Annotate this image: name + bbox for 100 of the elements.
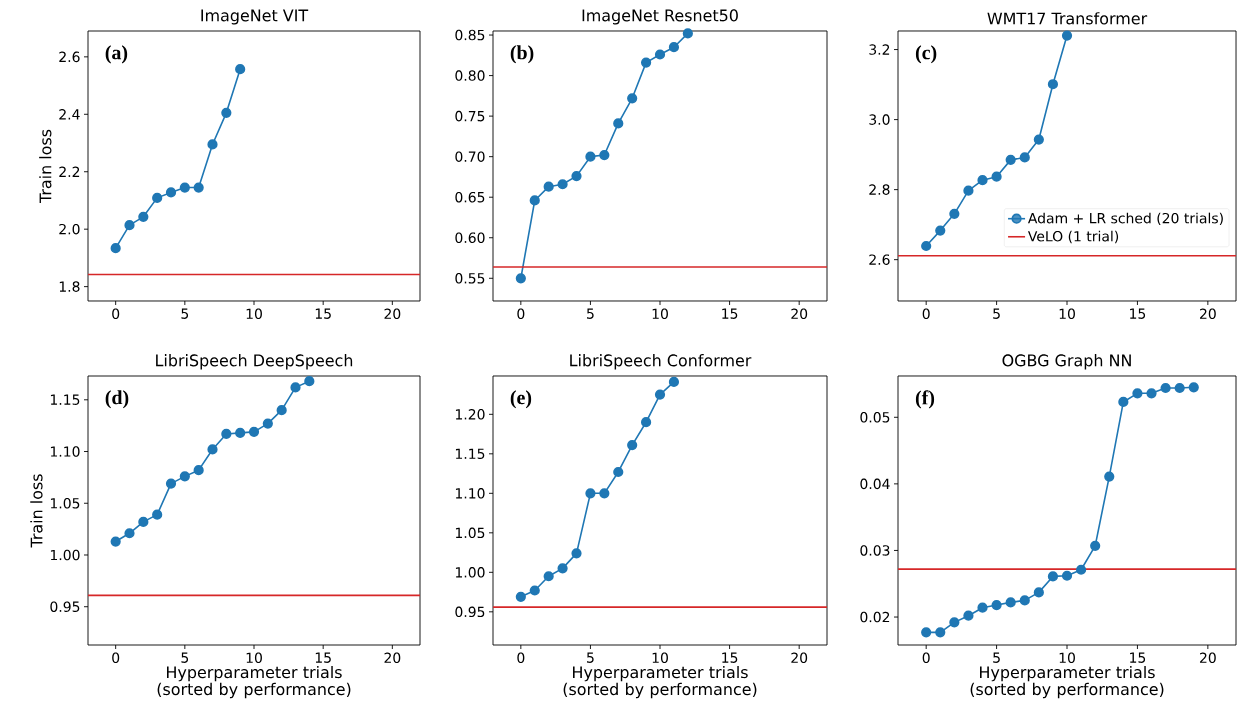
x-tick-label: 20 (1199, 308, 1216, 320)
point (165, 478, 177, 489)
y-tick-label: 0.05 (860, 412, 890, 423)
point (543, 181, 554, 192)
point (668, 376, 680, 388)
point (571, 548, 582, 559)
point (977, 602, 988, 613)
point (193, 465, 204, 476)
point (1188, 382, 1199, 393)
point (1019, 595, 1030, 606)
chart-title: LibriSpeech DeepSpeech (156, 354, 353, 370)
y-tick-label: 0.80 (455, 70, 485, 81)
point (1076, 564, 1087, 575)
point (110, 536, 121, 547)
point (921, 627, 932, 638)
point (304, 376, 315, 387)
point (124, 220, 135, 231)
point (557, 563, 568, 574)
x-tick-label: 20 (384, 652, 401, 664)
point (529, 585, 540, 596)
x-tick-label: 5 (993, 308, 1000, 319)
point (585, 488, 596, 499)
point (627, 93, 638, 104)
y-tick-label: 0.03 (860, 545, 890, 556)
y-tick-label: 1.10 (50, 446, 80, 457)
y-tick-label: 0.02 (860, 611, 890, 623)
y-tick-label: 2.0 (59, 223, 80, 235)
x-tick-label: 20 (791, 308, 808, 320)
point (949, 617, 960, 628)
point (640, 57, 652, 68)
y-tick-label: 0.04 (860, 478, 890, 490)
point (221, 428, 232, 440)
point (949, 208, 960, 219)
x-tick-label: 10 (652, 308, 668, 320)
point (935, 225, 946, 236)
x-tick-label: 0 (112, 652, 120, 664)
x-tick-label: 0 (922, 652, 930, 664)
point (1090, 540, 1101, 551)
y-tick-label: 2.6 (869, 254, 890, 265)
point (235, 64, 246, 75)
x-tick-label: 0 (922, 308, 930, 320)
point (1118, 396, 1129, 408)
annotation: (b) (510, 45, 534, 64)
y-tick-label: 3.0 (869, 114, 890, 125)
y-axis-title: Train loss (39, 129, 52, 204)
chart-title: OGBG Graph NN (1002, 354, 1131, 370)
point (138, 516, 149, 527)
point (668, 42, 680, 53)
y-tick-label: 1.15 (455, 448, 485, 459)
x-tick-label: 15 (1130, 308, 1146, 319)
point (1061, 30, 1073, 41)
point (599, 488, 610, 499)
point (585, 151, 596, 162)
x-tick-label: 5 (587, 308, 594, 319)
y-tick-label: 0.75 (455, 110, 485, 122)
x-tick-label: 15 (1130, 652, 1146, 663)
point (599, 149, 610, 161)
annotation: (d) (105, 390, 129, 409)
y-axis-title: Train loss (30, 474, 43, 548)
point (557, 179, 568, 190)
point (1019, 152, 1030, 163)
x-tick-label: 0 (112, 308, 120, 320)
x-tick-label: 15 (315, 652, 331, 663)
point (627, 440, 638, 451)
x-tick-label: 0 (517, 308, 525, 320)
chart-title: LibriSpeech Conformer (570, 354, 752, 370)
point (1174, 382, 1185, 394)
x-tick-label: 5 (181, 308, 189, 319)
x-tick-label: 10 (1059, 652, 1075, 664)
y-tick-label: 2.6 (59, 51, 80, 63)
point (165, 187, 177, 198)
point (963, 610, 974, 621)
y-tick-label: 1.15 (50, 394, 80, 405)
x-axis-title: Hyperparameter trials (sorted by performance) (563, 665, 757, 699)
point (613, 118, 624, 129)
point (977, 175, 988, 186)
annotation: (a) (105, 45, 128, 64)
y-tick-label: 1.10 (455, 488, 485, 499)
point (529, 195, 540, 206)
point (991, 171, 1002, 182)
point (124, 528, 135, 539)
y-tick-label: 1.20 (455, 409, 485, 420)
x-tick-label: 10 (246, 652, 262, 664)
point (221, 107, 232, 118)
point (1047, 79, 1059, 90)
point (235, 427, 246, 438)
point (935, 627, 946, 638)
point (682, 28, 693, 39)
y-tick-label: 0.70 (455, 151, 485, 162)
legend-label: Adam + LR sched (20 trials) (1027, 212, 1223, 226)
point (1033, 134, 1044, 145)
point (571, 171, 582, 182)
x-tick-label: 10 (1059, 308, 1075, 320)
point (179, 471, 190, 482)
point (193, 182, 204, 193)
legend-label: VeLO (1 trial) (1027, 230, 1119, 244)
x-tick-label: 5 (587, 652, 594, 663)
x-tick-label: 10 (652, 652, 668, 664)
point (207, 444, 218, 455)
point (963, 185, 974, 196)
